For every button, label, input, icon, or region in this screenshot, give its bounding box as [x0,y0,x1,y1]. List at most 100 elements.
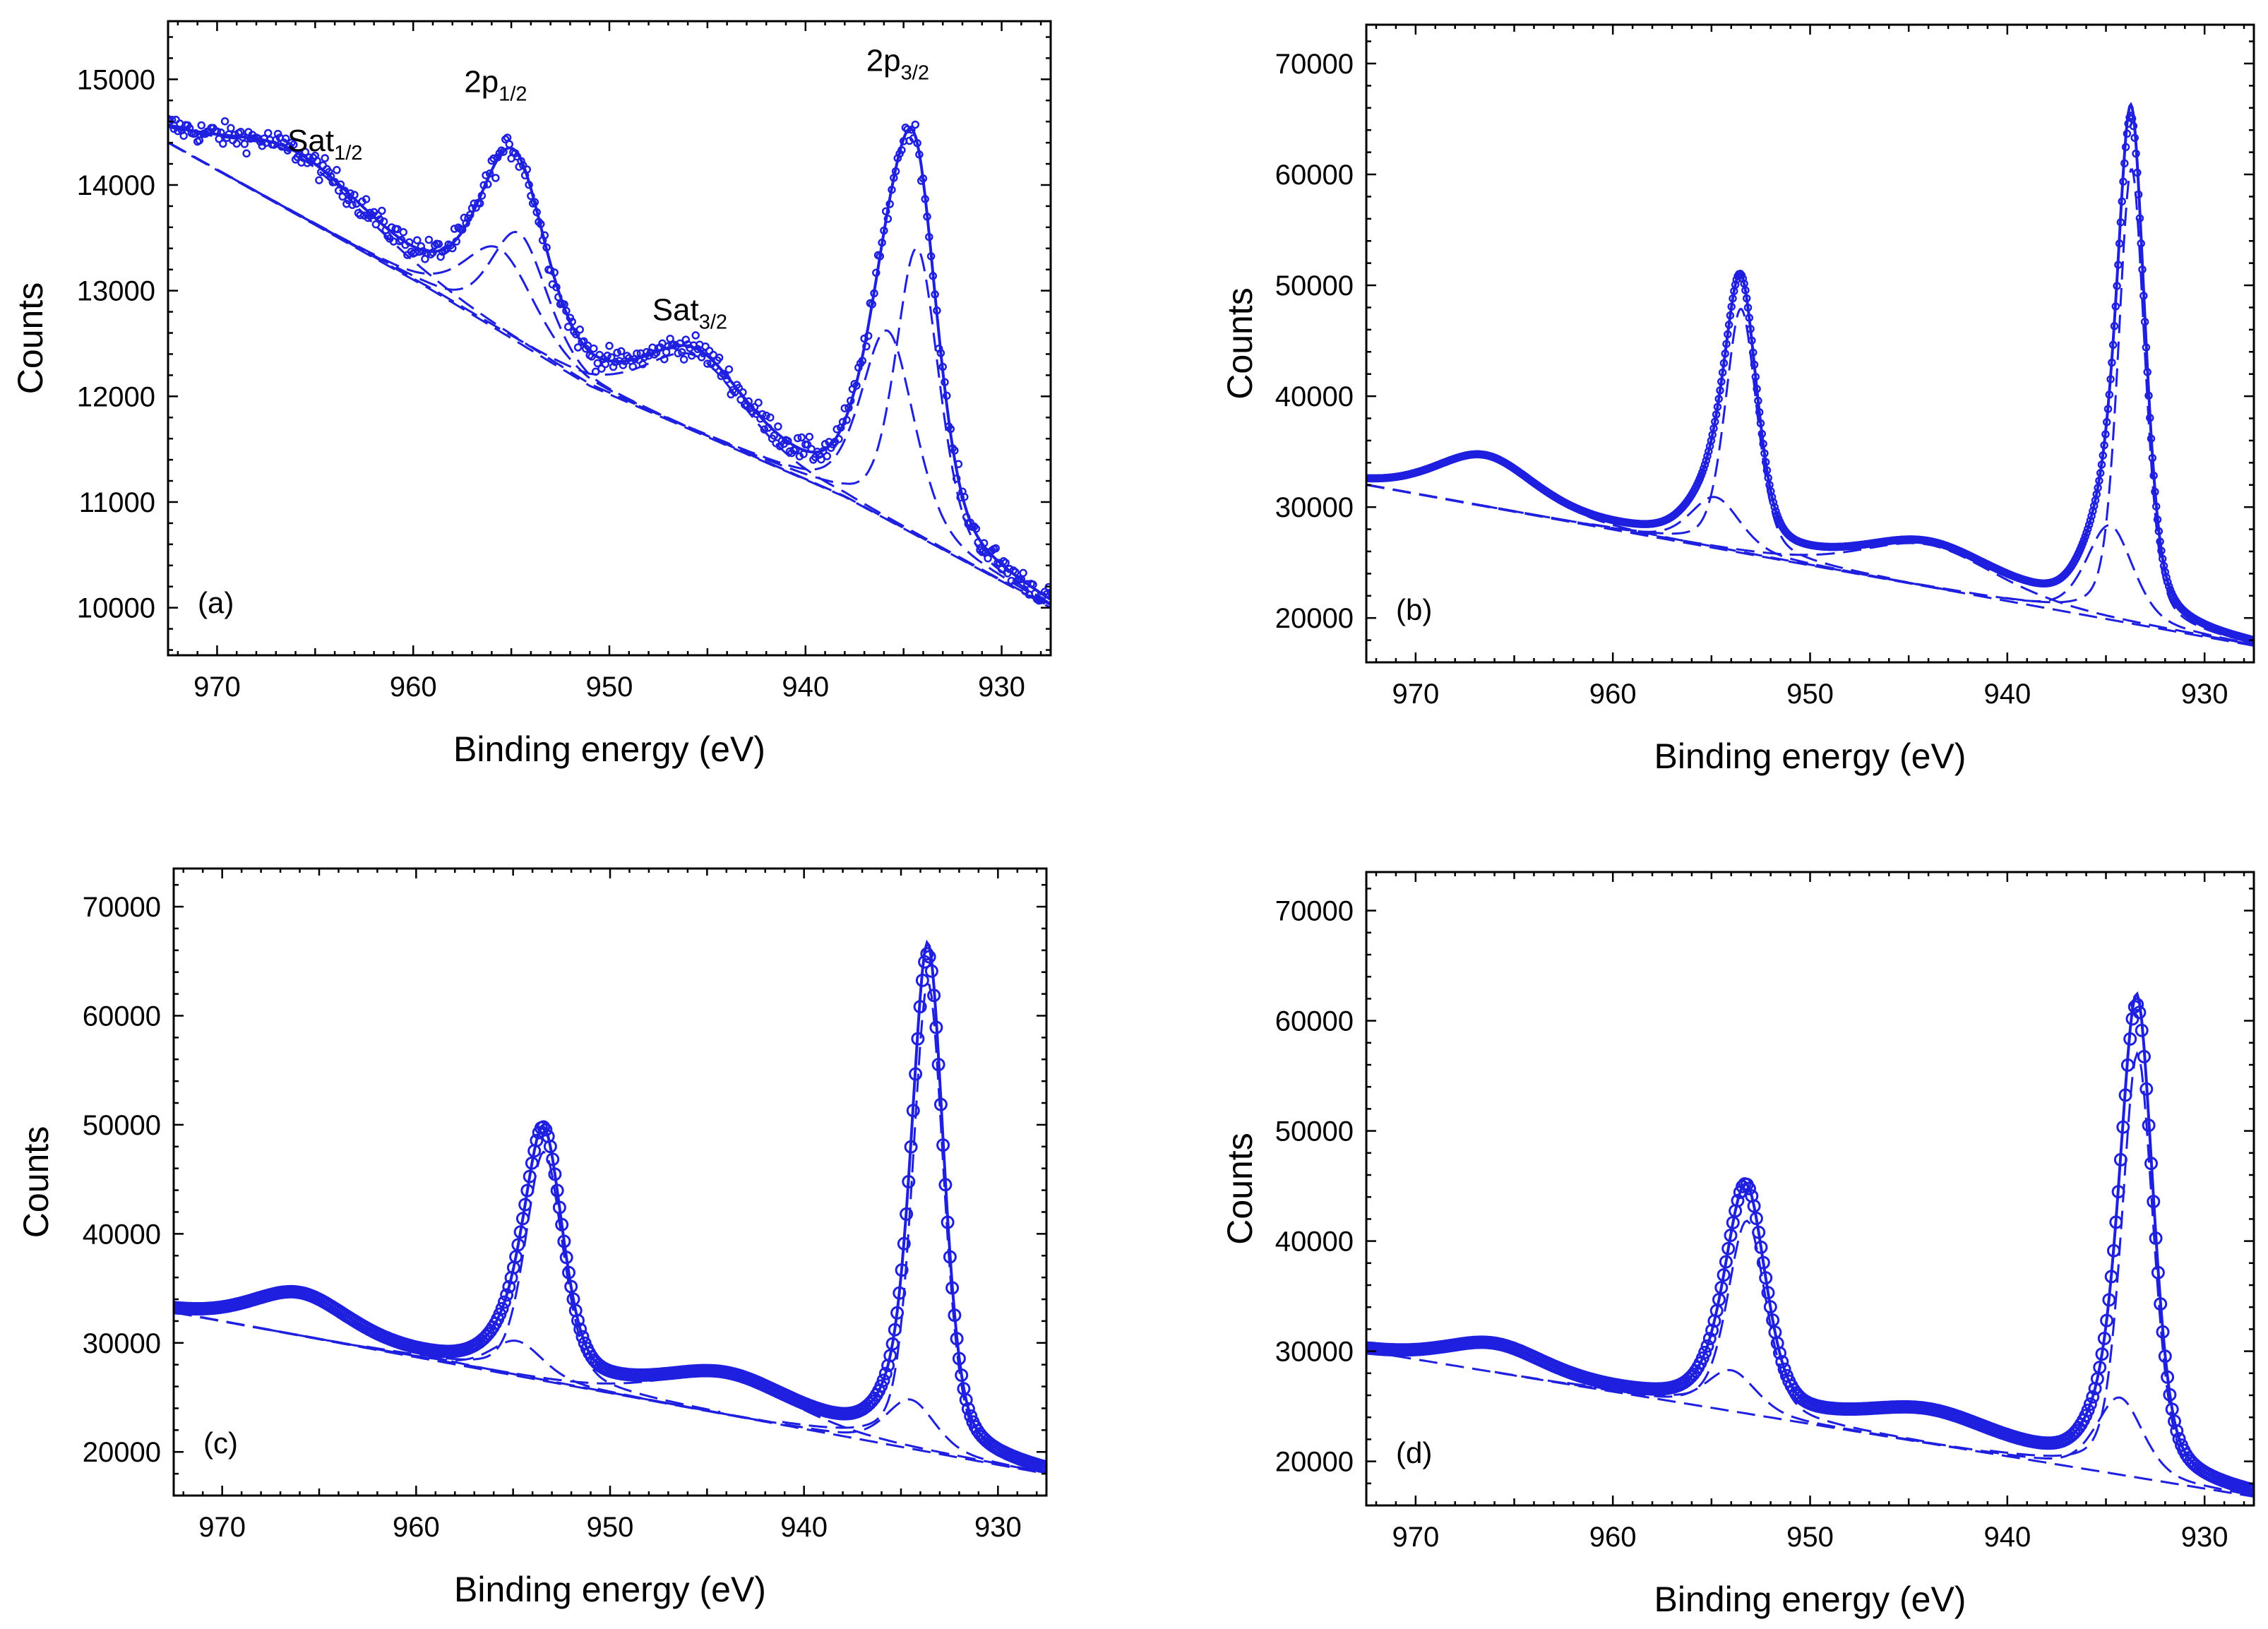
data-point [724,365,734,374]
component-curve-2 [1901,1396,2254,1497]
data-point [575,1330,590,1344]
data-point [715,353,724,362]
chart-panel-c: 970 960 950 940 930 20000 30000 40000 50000 60000… [16,867,1048,1609]
y-axis-label: Counts [11,282,50,394]
data-point [232,139,241,148]
panel-label: (a) [198,586,234,619]
x-tick-label: 940 [782,672,829,703]
data-point [823,452,832,460]
data-point [679,355,688,364]
y-tick-label: 20000 [1275,1447,1354,1478]
data-point [793,434,802,443]
component-curve-3 [638,329,1051,607]
data-point [281,134,290,143]
data-point [603,352,611,360]
data-point [573,343,583,352]
component-curve-1 [1592,308,1890,580]
panel-label: (d) [1396,1436,1432,1469]
data-point [356,210,364,220]
x-tick-label: 960 [1589,679,1637,710]
y-tick-label: 30000 [83,1328,161,1359]
data-point [805,432,814,441]
peak-annotation-sat32: Sat3/2 [652,293,727,334]
x-tick-label: 950 [1786,1522,1834,1553]
y-axis-label: Counts [1220,1133,1260,1244]
x-tick-label: 930 [978,672,1025,703]
data-point [362,195,371,203]
y-tick-label: 20000 [1275,603,1354,634]
x-tick-label: 970 [1392,1522,1439,1553]
data-point [378,206,386,215]
y-tick-label: 20000 [83,1437,161,1468]
data-point [301,148,310,156]
data-point [499,148,508,156]
data-point [754,398,763,407]
x-tick-label: 970 [193,672,241,703]
component-curve-0 [1494,1368,1967,1450]
peak-annotation-p12: 2p1/2 [464,64,527,105]
data-point [628,362,638,371]
data-point [2172,1432,2186,1446]
x-tick-label: 950 [586,672,633,703]
data-point [697,353,706,362]
x-axis-label: Binding energy (eV) [1654,736,1966,776]
fit-curve [174,939,1046,1469]
component-curve-5 [168,125,1001,581]
data-point [593,359,602,368]
data-point [1046,588,1051,597]
component-curve-2 [1890,524,2254,645]
panel-label: (c) [203,1426,238,1460]
data-point [616,347,626,356]
x-tick-label: 940 [780,1512,828,1543]
data-point [2081,1403,2095,1417]
component-curve-5 [1366,483,2254,646]
data-point [687,351,696,360]
y-axis-label: Counts [1220,287,1260,399]
y-tick-label: 40000 [83,1219,161,1250]
data-point [638,360,647,369]
data-point [911,120,920,129]
y-tick-label: 13000 [77,276,155,307]
data-point [411,248,419,257]
data-point [315,176,323,184]
fit-curve [1366,102,2254,642]
data-point [500,1288,514,1302]
data-point [374,210,382,220]
data-point [766,413,775,422]
data-point [1700,1339,1714,1353]
component-curve-2 [226,174,1051,608]
data-point [774,422,782,431]
y-tick-label: 50000 [1275,1116,1354,1147]
data-point [1698,1345,1712,1359]
y-tick-label: 70000 [1275,49,1354,80]
data-point [290,141,298,149]
x-tick-label: 930 [2181,679,2228,710]
peak-annotation-sat12: Sat1/2 [287,124,362,165]
data-point [701,342,710,351]
data-point [2086,1390,2100,1404]
data-point [287,138,296,147]
peak-annotation-p32: 2p3/2 [866,43,929,84]
data-point [195,136,204,145]
component-curve-0 [1479,496,1952,592]
y-tick-label: 40000 [1275,381,1354,412]
x-tick-label: 970 [1392,679,1439,710]
data-point [407,247,416,256]
y-tick-label: 30000 [1275,492,1354,523]
y-tick-label: 12000 [77,381,155,412]
plot-area [174,939,1046,1475]
y-tick-label: 10000 [77,593,155,624]
data-point [1019,568,1027,578]
data-point [242,149,251,158]
y-tick-label: 70000 [83,892,161,923]
data-point [413,236,422,244]
component-curve-5 [174,1311,1046,1474]
data-point [991,544,1000,553]
y-tick-label: 14000 [77,170,155,201]
data-point [227,124,235,133]
data-point [219,139,227,148]
y-tick-label: 30000 [1275,1337,1354,1368]
data-point [575,326,585,334]
data-point [703,359,712,368]
